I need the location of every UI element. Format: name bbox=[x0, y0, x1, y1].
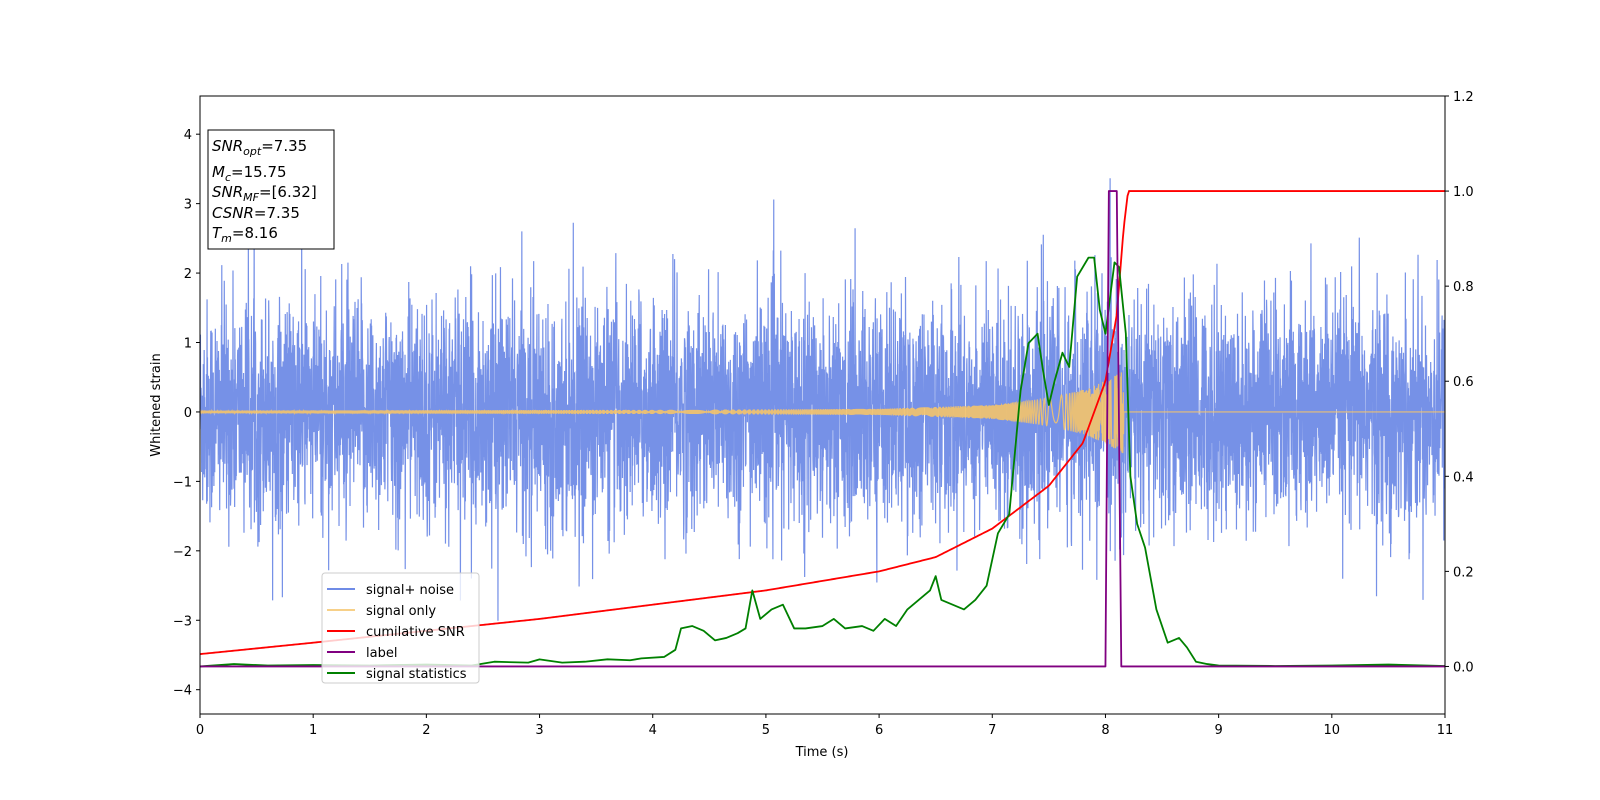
y-left-tick-label: −2 bbox=[173, 545, 192, 560]
series-signal-statistics-line bbox=[200, 256, 1445, 668]
y-right-tick-label: 0.4 bbox=[1453, 470, 1474, 485]
plot-frame bbox=[199, 95, 1446, 715]
info-line: Mc=15.75 bbox=[212, 163, 287, 184]
y-left-tick-label: −4 bbox=[173, 684, 192, 699]
x-tick-label: 7 bbox=[988, 723, 996, 738]
info-line: CSNR=7.35 bbox=[212, 204, 300, 222]
y-right-tick-label: 0.8 bbox=[1453, 280, 1474, 295]
y-axis-label: Whitened strain bbox=[149, 353, 164, 456]
axes-layer: −4 −3 −2 −1 0 1 2 3 4 0.0 0.2 0.4 0.6 0.8 1.0 1.2 0 1 2 3 4 5… bbox=[173, 90, 1474, 738]
y-left-tick-label: 4 bbox=[184, 128, 192, 143]
y-right-tick-label: 0.2 bbox=[1453, 565, 1474, 580]
y-right-tick-label: 1.0 bbox=[1453, 185, 1474, 200]
legend-label: cumilative SNR bbox=[366, 625, 465, 640]
info-line: SNRMF=[6.32] bbox=[212, 183, 317, 204]
x-axis-label: Time (s) bbox=[795, 745, 849, 760]
legend-item-signal-only: signal only bbox=[327, 604, 436, 619]
x-tick-label: 1 bbox=[309, 723, 317, 738]
legend-label: signal statistics bbox=[366, 667, 467, 682]
x-tick-label: 10 bbox=[1324, 723, 1341, 738]
info-line: SNRopt=7.35 bbox=[212, 137, 307, 158]
x-tick-label: 0 bbox=[196, 723, 204, 738]
x-tick-label: 5 bbox=[762, 723, 770, 738]
series-label-line bbox=[200, 190, 1445, 668]
x-tick-label: 6 bbox=[875, 723, 883, 738]
y-left-tick-label: 2 bbox=[184, 267, 192, 282]
y-left-tick-label: −3 bbox=[173, 614, 192, 629]
legend-label: signal only bbox=[366, 604, 436, 619]
legend-item-label: label bbox=[327, 646, 397, 661]
legend: signal+ noise signal only cumilative SNR la… bbox=[321, 572, 480, 684]
x-tick-label: 4 bbox=[649, 723, 657, 738]
info-box-frame bbox=[207, 129, 335, 250]
y-right-tick-label: 0.6 bbox=[1453, 375, 1474, 390]
series-signal-only-line bbox=[200, 372, 1445, 454]
y-left-tick-label: 0 bbox=[184, 406, 192, 421]
x-tick-label: 3 bbox=[535, 723, 543, 738]
legend-label: signal+ noise bbox=[366, 583, 454, 598]
y-right-tick-label: 1.2 bbox=[1453, 90, 1474, 105]
info-line: Tm=8.16 bbox=[212, 224, 278, 245]
info-annotation: SNRopt=7.35 Mc=15.75SNRMF=[6.32]CSNR=7.35… bbox=[207, 129, 335, 250]
x-tick-label: 2 bbox=[422, 723, 430, 738]
x-tick-label: 9 bbox=[1214, 723, 1222, 738]
y-left-tick-label: 3 bbox=[184, 198, 192, 213]
y-right-tick-label: 0.0 bbox=[1453, 660, 1474, 675]
series-signal-noise-line bbox=[200, 178, 1445, 621]
legend-item-signal-noise: signal+ noise bbox=[327, 583, 454, 598]
legend-frame bbox=[321, 572, 480, 684]
legend-label: label bbox=[366, 646, 397, 661]
y-left-tick-label: 1 bbox=[184, 337, 192, 352]
y-left-tick-label: −1 bbox=[173, 475, 192, 490]
legend-item-signal-statistics: signal statistics bbox=[327, 667, 467, 682]
legend-item-cumulative-snr: cumilative SNR bbox=[327, 625, 465, 640]
x-tick-label: 11 bbox=[1437, 723, 1454, 738]
x-tick-label: 8 bbox=[1101, 723, 1109, 738]
